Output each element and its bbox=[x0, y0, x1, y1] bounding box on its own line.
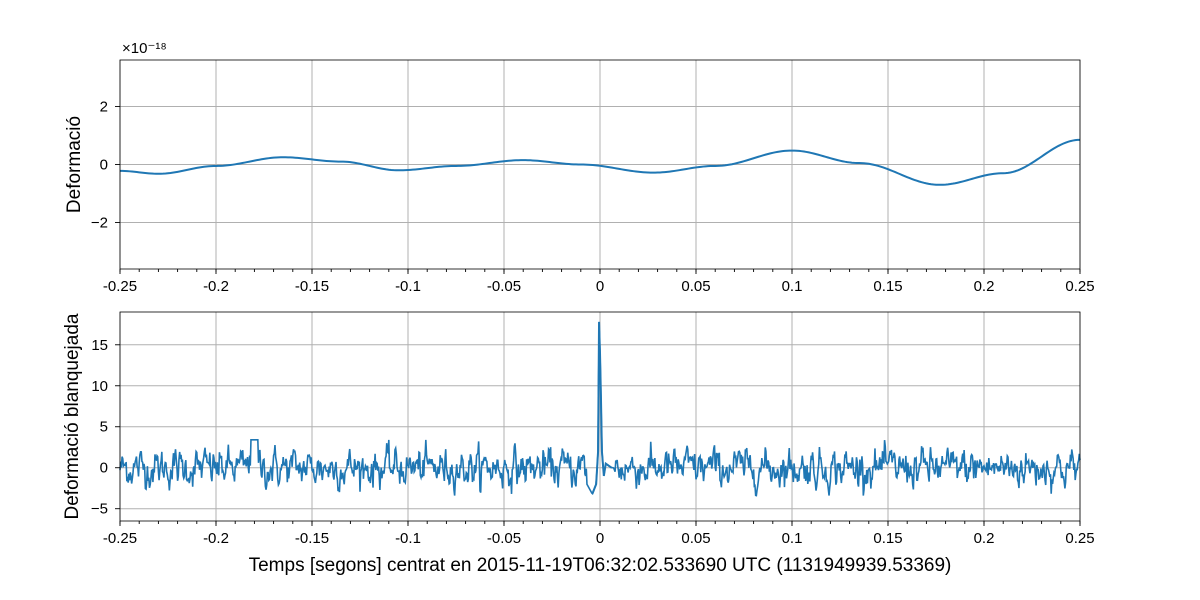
bottom-y-tick-label: 10 bbox=[91, 378, 108, 395]
bottom-y-tick-label: −5 bbox=[91, 501, 108, 518]
strain-panel: -0.25 -0.2 -0.15 -0.1 -0.05 0 0.05 0.1 0.15 0.2 0.… bbox=[64, 40, 1095, 295]
bottom-x-tick-label: -0.25 bbox=[103, 530, 137, 547]
bottom-x-tick-label: -0.15 bbox=[295, 530, 329, 547]
bottom-x-tick-label: 0.15 bbox=[873, 530, 902, 547]
bottom-x-tick-label: 0.25 bbox=[1065, 530, 1094, 547]
top-x-tick-label: -0.15 bbox=[295, 278, 329, 295]
bottom-y-tick-label: 5 bbox=[100, 419, 108, 436]
bottom-y-axis-label: Deformació blanquejada bbox=[62, 313, 83, 519]
bottom-grid bbox=[119, 312, 1081, 521]
top-y-tick-label: −2 bbox=[91, 215, 108, 232]
bottom-x-tick-label: 0.2 bbox=[974, 530, 995, 547]
bottom-x-tick-label: -0.2 bbox=[203, 530, 229, 547]
top-x-tick-label: -0.25 bbox=[103, 278, 137, 295]
bottom-x-axis-label: Temps [segons] centrat en 2015-11-19T06:… bbox=[249, 555, 952, 576]
bottom-x-tick-label: 0 bbox=[596, 530, 604, 547]
top-y-tick-label: 0 bbox=[100, 157, 108, 174]
top-x-tick-label: -0.05 bbox=[487, 278, 521, 295]
top-x-tick-label: -0.2 bbox=[203, 278, 229, 295]
bottom-y-tick-label: 15 bbox=[91, 337, 108, 354]
top-y-tick-labels: −2 0 2 bbox=[91, 98, 108, 231]
top-x-tick-label: 0.05 bbox=[681, 278, 710, 295]
top-x-tick-label: 0 bbox=[596, 278, 604, 295]
bottom-x-tick-labels: -0.25 -0.2 -0.15 -0.1 -0.05 0 0.05 0.1 0.15 0.2 0.… bbox=[103, 530, 1095, 547]
bottom-x-tick-label: 0.1 bbox=[782, 530, 803, 547]
top-x-tick-label: 0.2 bbox=[974, 278, 995, 295]
top-y-axis-label: Deformació bbox=[64, 116, 85, 213]
bottom-y-tick-labels: −5 0 5 10 15 bbox=[91, 337, 108, 518]
bottom-y-tick-label: 0 bbox=[100, 460, 108, 477]
bottom-x-tick-label: -0.05 bbox=[487, 530, 521, 547]
top-grid bbox=[119, 60, 1081, 269]
top-y-exponent-label: ×10⁻¹⁸ bbox=[122, 40, 167, 57]
bottom-x-tick-label: 0.05 bbox=[681, 530, 710, 547]
top-x-tick-label: 0.1 bbox=[782, 278, 803, 295]
top-tick-marks bbox=[115, 105, 1081, 274]
whitened-event-spike bbox=[591, 321, 613, 495]
bottom-tick-marks bbox=[115, 344, 1081, 526]
top-x-tick-label: -0.1 bbox=[395, 278, 421, 295]
whitened-strain-panel: -0.25 -0.2 -0.15 -0.1 -0.05 0 0.05 0.1 0.15 0.2 0.… bbox=[62, 311, 1095, 576]
top-x-tick-labels: -0.25 -0.2 -0.15 -0.1 -0.05 0 0.05 0.1 0.15 0.2 0.… bbox=[103, 278, 1095, 295]
top-y-tick-label: 2 bbox=[100, 98, 108, 115]
bottom-x-tick-label: -0.1 bbox=[395, 530, 421, 547]
top-x-tick-label: 0.25 bbox=[1065, 278, 1094, 295]
top-strain-series-line bbox=[119, 138, 1081, 186]
top-x-tick-label: 0.15 bbox=[873, 278, 902, 295]
